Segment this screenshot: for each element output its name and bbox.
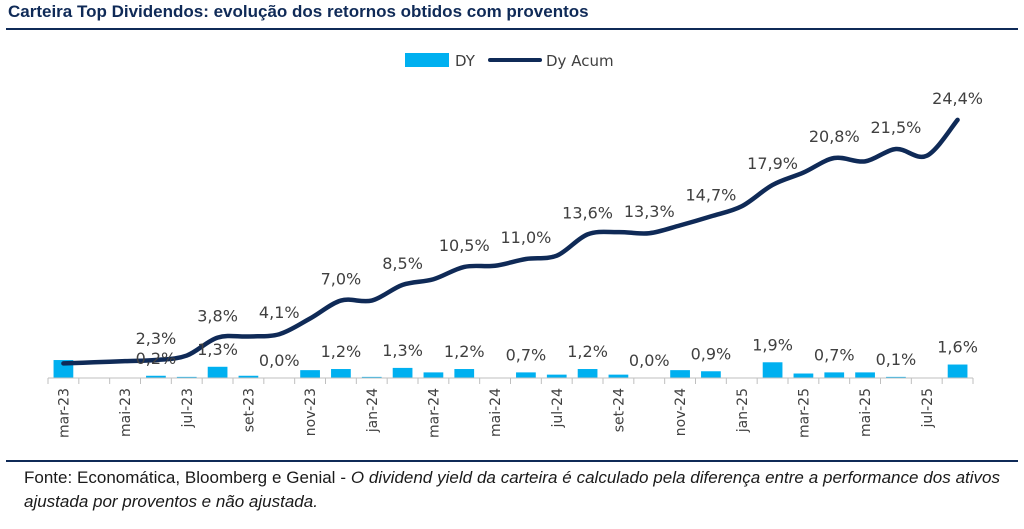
dy-acum-data-label: 2,3%	[136, 329, 177, 348]
dy-acum-data-label: 20,8%	[809, 127, 860, 146]
legend-label-dy: DY	[455, 52, 476, 70]
legend-swatch-dy	[405, 53, 449, 67]
footnote-source: Fonte: Economática, Bloomberg e Genial -	[24, 468, 351, 487]
legend: DY Dy Acum	[405, 52, 614, 70]
x-tick-label: jan-24	[365, 388, 381, 433]
dy-bar	[454, 369, 475, 378]
dy-bar	[300, 370, 320, 378]
x-tick-label: jul-24	[550, 388, 566, 429]
dy-acum-data-label: 10,5%	[439, 236, 490, 255]
dy-bars	[53, 360, 968, 378]
dy-data-label: 1,2%	[567, 342, 608, 361]
dy-data-label: 1,3%	[382, 341, 423, 360]
title-divider	[6, 28, 1018, 30]
x-tick-label: mar-23	[56, 388, 72, 438]
dy-bar	[423, 372, 444, 378]
x-tick-label: mar-25	[796, 388, 812, 438]
dy-bar	[793, 373, 814, 378]
dy-data-label: 0,1%	[876, 350, 917, 369]
dy-bar	[577, 369, 598, 378]
footnote: Fonte: Economática, Bloomberg e Genial -…	[24, 466, 1000, 514]
dy-data-label: 1,9%	[752, 335, 793, 354]
dy-bar	[701, 371, 721, 378]
dy-acum-data-label: 4,1%	[259, 303, 300, 322]
dy-acum-line	[61, 117, 960, 366]
dy-data-label: 0,7%	[814, 345, 855, 364]
dy-acum-line-group	[61, 117, 960, 366]
dy-acum-data-label: 24,4%	[932, 89, 983, 108]
dy-acum-data-label: 21,5%	[871, 118, 922, 137]
dy-bar	[762, 362, 783, 378]
dy-acum-data-label: 11,0%	[501, 228, 552, 247]
dy-acum-data-label: 8,5%	[382, 254, 423, 273]
dy-data-label: 0,9%	[691, 344, 732, 363]
dy-acum-data-label: 17,9%	[747, 154, 798, 173]
dy-bar	[886, 376, 906, 378]
x-tick-label: mar-24	[426, 388, 442, 438]
chart: DY Dy Acum 0,2% 1,3% 0,0% 1,2% 1,3% 1,2% 0,7% 1,…	[47, 52, 983, 438]
dy-bar	[824, 372, 845, 378]
dy-acum-data-label: 14,7%	[686, 185, 737, 204]
x-tick-label: mai-23	[118, 388, 134, 437]
dy-data-label: 1,3%	[197, 340, 238, 359]
x-tick-label: nov-24	[673, 388, 689, 436]
dy-bar	[608, 374, 629, 378]
data-labels: 0,2% 1,3% 0,0% 1,2% 1,3% 1,2% 0,7% 1,2% 0,0% 0,9%…	[136, 89, 983, 370]
dy-bar	[176, 376, 197, 378]
dy-acum-data-label: 7,0%	[321, 270, 362, 289]
x-tick-label: set-24	[611, 388, 627, 432]
dy-data-label: 0,7%	[506, 345, 547, 364]
dy-acum-data-label: 3,8%	[197, 307, 238, 326]
x-tick-label: mai-25	[858, 388, 874, 437]
footnote-note: O dividend yield da carteira é calculado…	[24, 468, 1000, 511]
dy-bar	[331, 369, 351, 378]
dy-bar	[670, 370, 690, 378]
dy-bar	[361, 376, 382, 378]
dy-acum-data-label: 13,3%	[624, 202, 675, 221]
dy-bar	[947, 364, 968, 378]
dy-data-label: 0,2%	[136, 349, 177, 368]
dy-bar	[238, 375, 259, 378]
dy-bar	[392, 367, 413, 378]
dy-data-label: 0,0%	[259, 351, 300, 370]
legend-label-dy-acum: Dy Acum	[546, 52, 614, 70]
x-axis: mar-23 mai-23 jul-23 set-23 nov-23 jan-24 mar-…	[47, 377, 974, 438]
dy-bar	[546, 374, 567, 378]
x-tick-label: set-23	[241, 388, 257, 432]
dy-bar	[207, 366, 228, 378]
dy-acum-data-label: 13,6%	[562, 203, 613, 222]
chart-title: Carteira Top Dividendos: evolução dos re…	[8, 2, 589, 21]
x-tick-label: jul-25	[920, 388, 936, 429]
x-tick-label: jul-23	[180, 388, 196, 429]
footnote-divider	[6, 460, 1018, 462]
x-tick-label: mai-24	[488, 388, 504, 437]
dy-data-label: 1,2%	[444, 342, 485, 361]
dy-data-label: 0,0%	[629, 351, 670, 370]
dy-bar	[855, 372, 875, 378]
x-tick-label: jan-25	[735, 388, 751, 433]
dy-data-label: 1,6%	[937, 338, 978, 357]
dy-bar	[146, 375, 166, 378]
dy-data-label: 1,2%	[321, 342, 362, 361]
x-tick-label: nov-23	[303, 388, 319, 436]
dy-bar	[516, 372, 536, 378]
